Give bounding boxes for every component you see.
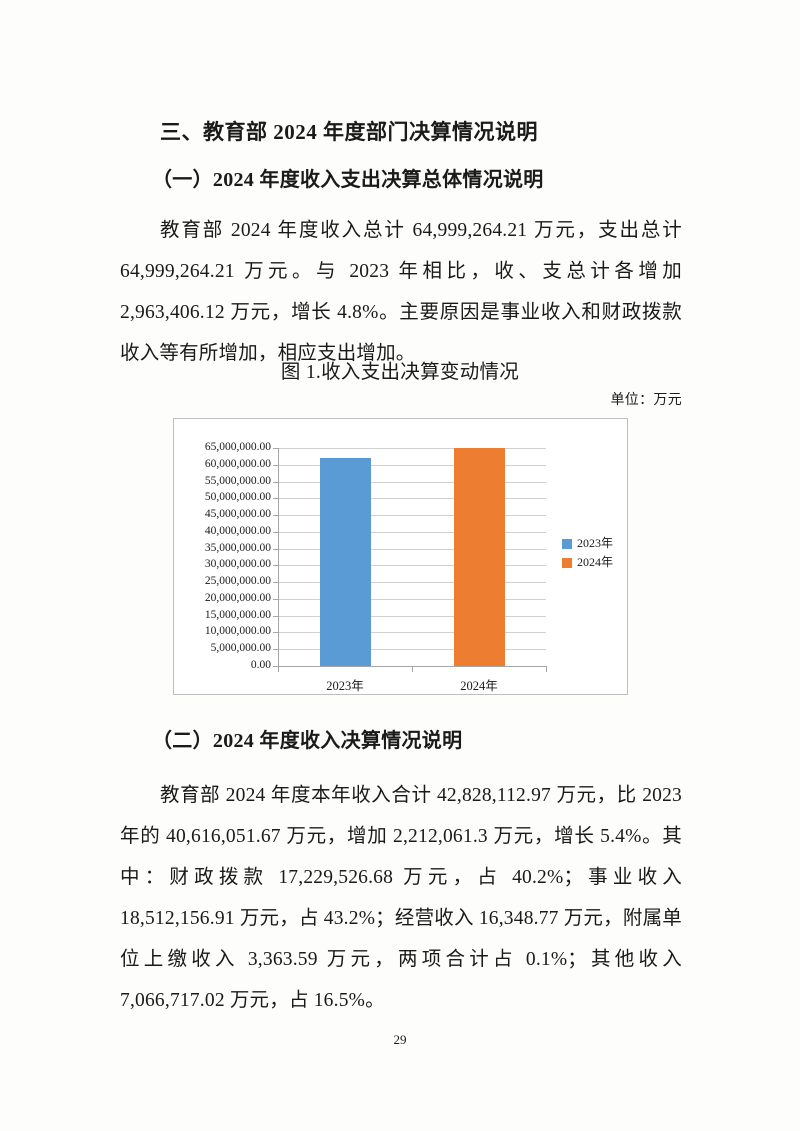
- y-axis-tick: [273, 498, 278, 499]
- gridline: [278, 599, 546, 600]
- y-axis-tick: [273, 616, 278, 617]
- y-axis-tick: [273, 599, 278, 600]
- y-axis-label: 15,000,000.00: [204, 609, 271, 621]
- y-axis-tick: [273, 649, 278, 650]
- subsection-heading-1: （一）2024 年度收入支出决算总体情况说明: [152, 168, 544, 191]
- y-axis-tick: [273, 549, 278, 550]
- figure-caption: 图 1.收入支出决算变动情况: [280, 362, 520, 383]
- y-axis-label: 65,000,000.00: [204, 441, 271, 453]
- gridline: [278, 532, 546, 533]
- x-axis-tick: [546, 666, 547, 672]
- plot-area: [278, 448, 546, 667]
- y-axis-label: 60,000,000.00: [204, 458, 271, 470]
- y-axis-label: 35,000,000.00: [204, 542, 271, 554]
- y-axis-label: 55,000,000.00: [204, 475, 271, 487]
- paragraph-income-detail: 教育部 2024 年度本年收入合计 42,828,112.97 万元，比 202…: [120, 784, 682, 1011]
- legend-swatch-icon: [562, 557, 572, 568]
- x-axis-label: 2023年: [326, 679, 364, 693]
- gridline: [278, 616, 546, 617]
- y-axis-tick: [273, 666, 278, 667]
- gridline: [278, 515, 546, 516]
- y-axis-tick: [273, 482, 278, 483]
- legend-swatch-icon: [562, 538, 572, 549]
- subsection-heading-2: （二）2024 年度收入决算情况说明: [152, 729, 463, 752]
- y-axis-label: 40,000,000.00: [204, 525, 271, 537]
- y-axis-tick: [273, 632, 278, 633]
- y-axis-tick: [273, 582, 278, 583]
- x-axis-tick: [412, 666, 413, 672]
- gridline: [278, 498, 546, 499]
- bar-chart: 65,000,000.00 60,000,000.00 55,000,000.00 5…: [173, 418, 628, 695]
- gridline: [278, 565, 546, 566]
- gridline: [278, 649, 546, 650]
- gridline: [278, 632, 546, 633]
- y-axis-label: 20,000,000.00: [204, 592, 271, 604]
- gridline: [278, 482, 546, 483]
- y-axis-label: 30,000,000.00: [204, 558, 271, 570]
- y-axis-line: [278, 448, 279, 667]
- y-axis-tick: [273, 465, 278, 466]
- y-axis-label: 50,000,000.00: [204, 491, 271, 503]
- x-axis-label: 2024年: [460, 679, 498, 693]
- bar-2023年: [320, 458, 371, 666]
- y-axis-tick: [273, 532, 278, 533]
- page-number: 29: [393, 1032, 407, 1047]
- y-axis-label: 25,000,000.00: [204, 575, 271, 587]
- legend-item: 2024年: [562, 553, 613, 572]
- y-axis-label: 45,000,000.00: [204, 508, 271, 520]
- y-axis-tick: [273, 448, 278, 449]
- section-heading-main: 三、教育部 2024 年度部门决算情况说明: [160, 120, 538, 145]
- gridline: [278, 465, 546, 466]
- legend-label: 2023年: [577, 536, 614, 550]
- y-axis-tick: [273, 515, 278, 516]
- legend-item: 2023年: [562, 534, 613, 553]
- gridline: [278, 448, 546, 449]
- gridline: [278, 582, 546, 583]
- y-axis-label: 0.00: [250, 659, 271, 671]
- gridline: [278, 549, 546, 550]
- y-axis-label: 10,000,000.00: [204, 625, 271, 637]
- paragraph-overall-summary: 教育部 2024 年度收入总计 64,999,264.21 万元，支出总计 64…: [120, 219, 682, 364]
- bar-2024年: [454, 448, 505, 666]
- legend-label: 2024年: [577, 555, 614, 569]
- chart-legend: 2023年 2024年: [562, 534, 613, 572]
- figure-unit-label: 单位：万元: [610, 393, 682, 408]
- y-axis-tick: [273, 565, 278, 566]
- y-axis-label: 5,000,000.00: [210, 642, 271, 654]
- x-axis-tick: [278, 666, 279, 672]
